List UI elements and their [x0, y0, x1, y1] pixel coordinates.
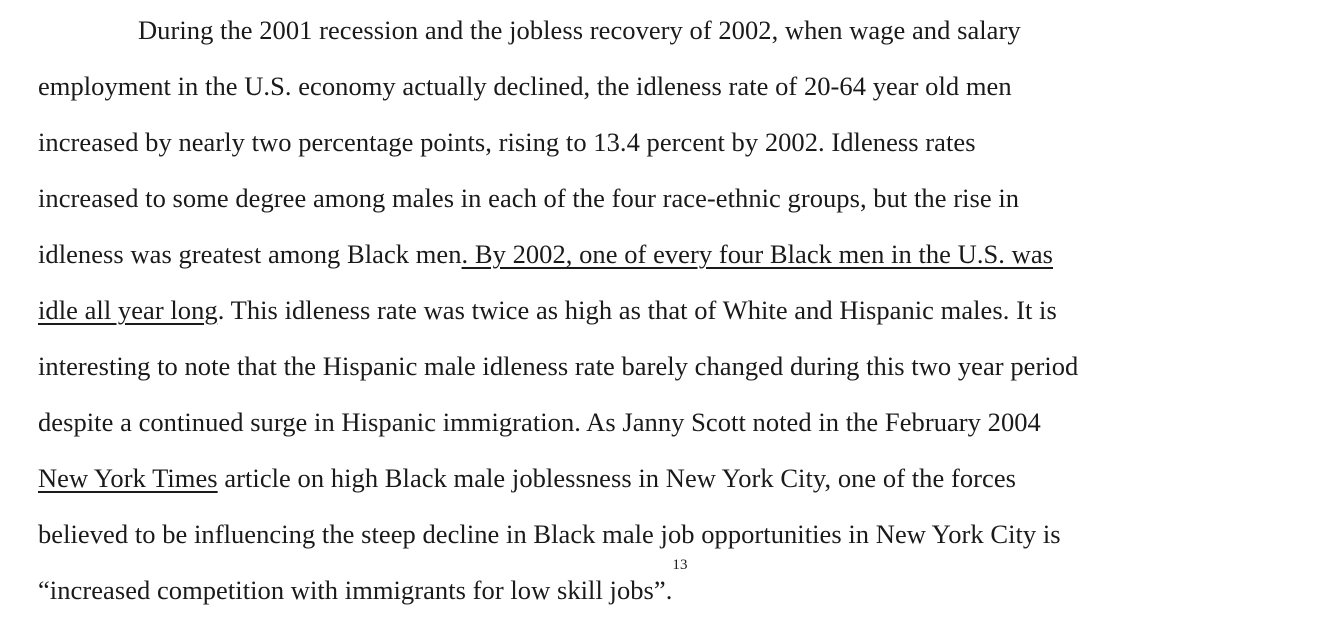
line-text: . This idleness rate was twice as high a…: [217, 295, 1057, 325]
paragraph-line-9: New York Times article on high Black mal…: [38, 450, 1016, 506]
paragraph-line-11: “increased competition with immigrants f…: [38, 558, 688, 618]
line-text: employment in the U.S. economy actually …: [38, 71, 1012, 101]
underlined-emphasis: . By 2002, one of every four Black men i…: [461, 239, 1054, 269]
line-text: believed to be influencing the steep dec…: [38, 519, 1061, 549]
paragraph-line-10: believed to be influencing the steep dec…: [38, 506, 1061, 562]
line-text: increased to some degree among males in …: [38, 183, 1020, 213]
paragraph-line-4: increased to some degree among males in …: [38, 170, 1019, 226]
publication-title: New York Times: [38, 463, 218, 493]
line-text: During the 2001 recession and the jobles…: [138, 15, 1021, 45]
paragraph-line-3: increased by nearly two percentage point…: [38, 114, 976, 170]
paragraph-line-1: During the 2001 recession and the jobles…: [138, 2, 1021, 58]
line-text: “increased competition with immigrants f…: [38, 575, 673, 605]
paragraph-line-2: employment in the U.S. economy actually …: [38, 58, 1012, 114]
paragraph-line-5: idleness was greatest among Black men. B…: [38, 226, 1053, 282]
underlined-emphasis: idle all year long: [38, 295, 218, 325]
footnote-marker: 13: [672, 557, 688, 573]
line-text: despite a continued surge in Hispanic im…: [38, 407, 1041, 437]
paragraph-line-7: interesting to note that the Hispanic ma…: [38, 338, 1078, 394]
line-text: article on high Black male joblessness i…: [217, 463, 1016, 493]
paragraph-line-6: idle all year long. This idleness rate w…: [38, 282, 1057, 338]
line-text: interesting to note that the Hispanic ma…: [38, 351, 1079, 381]
paragraph-line-8: despite a continued surge in Hispanic im…: [38, 394, 1041, 450]
line-text: idleness was greatest among Black men: [38, 239, 462, 269]
line-text: increased by nearly two percentage point…: [38, 127, 976, 157]
